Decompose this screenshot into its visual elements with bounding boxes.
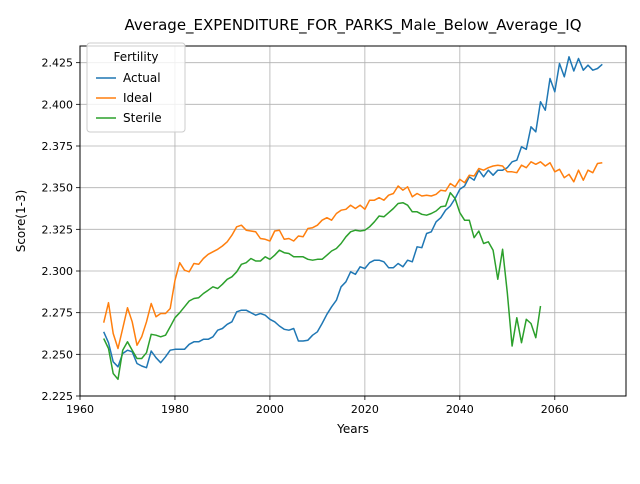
x-axis-label: Years	[336, 422, 369, 436]
y-tick-label: 2.225	[42, 390, 74, 403]
series-line-ideal	[102, 161, 603, 350]
y-tick-label: 2.250	[42, 348, 74, 361]
y-tick-label: 2.325	[42, 223, 74, 236]
x-tick-label: 1980	[161, 403, 189, 416]
y-tick-label: 2.350	[42, 182, 74, 195]
y-tick-label: 2.300	[42, 265, 74, 278]
legend-title: Fertility	[113, 50, 158, 64]
y-tick-label: 2.375	[42, 140, 74, 153]
series-line-sterile	[103, 191, 542, 381]
y-tick-label: 2.425	[42, 57, 74, 70]
x-tick-label: 1960	[66, 403, 94, 416]
x-tick-label: 2040	[446, 403, 474, 416]
plot-frame	[79, 45, 627, 397]
x-tick-label: 2000	[256, 403, 284, 416]
series-lines	[102, 56, 603, 381]
legend-label-sterile: Sterile	[123, 111, 162, 125]
axis-ticks: 1960 1980 2000 2020 2040 2060 2.225 2.250 2.275 2…	[42, 57, 569, 416]
y-axis-label: Score(1-3)	[14, 190, 28, 253]
y-tick-label: 2.275	[42, 307, 74, 320]
series-line-actual	[103, 56, 603, 369]
x-tick-label: 2060	[541, 403, 569, 416]
legend: Fertility Actual Ideal Sterile	[86, 42, 186, 133]
legend-box	[86, 42, 186, 133]
chart-title: Average_EXPENDITURE_FOR_PARKS_Male_Below…	[124, 16, 581, 35]
y-tick-label: 2.400	[42, 98, 74, 111]
x-tick-label: 2020	[351, 403, 379, 416]
legend-label-ideal: Ideal	[123, 91, 152, 105]
legend-label-actual: Actual	[123, 71, 161, 85]
legend-items: Actual Ideal Sterile	[96, 71, 162, 125]
